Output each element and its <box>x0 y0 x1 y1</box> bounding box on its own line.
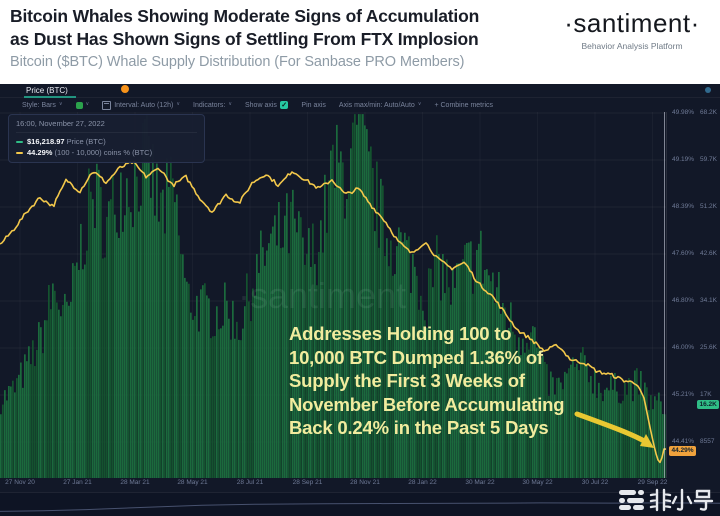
pin-axis-button[interactable]: Pin axis <box>301 101 326 109</box>
axis-tick-row: 47.60% 42.6K <box>667 250 720 257</box>
current-price-badge: 16.2K <box>697 399 720 410</box>
price-series-marker <box>16 140 23 143</box>
chevron-down-icon: ∨ <box>58 101 63 107</box>
tooltip-price-row: $16,218.97 Price (BTC) <box>16 137 197 146</box>
interval-dropdown[interactable]: Interval: Auto (12h) ∨ <box>102 100 181 110</box>
price-tick-label: 8557 <box>700 438 715 445</box>
site-watermark: 非小号 <box>618 487 716 513</box>
minimap-preview[interactable] <box>0 492 720 516</box>
bitcoin-icon <box>121 85 129 93</box>
brand-tagline: Behavior Analysis Platform <box>581 41 683 51</box>
date-tick-label: 28 Nov 21 <box>350 479 380 486</box>
annotation-arrow-icon <box>574 411 654 448</box>
pct-tick-label: 46.00% <box>672 344 695 351</box>
pct-tick-label: 47.60% <box>672 250 695 257</box>
date-tick-label: 28 Jan 22 <box>408 479 437 486</box>
price-tick-label: 68.2K <box>700 109 717 116</box>
annotation-line: Back 0.24% in the Past 5 Days <box>289 417 549 438</box>
axis-tick-row: 45.21% 17K <box>667 391 720 398</box>
feixiaohao-logo-icon <box>618 490 644 510</box>
chevron-down-icon: ∨ <box>417 101 422 107</box>
price-tick-label: 42.6K <box>700 250 717 257</box>
pct-tick-label: 45.21% <box>672 391 695 398</box>
right-axis[interactable]: 49.98% 68.2K 49.19% 59.7K 48.39% 51.2K 47.60% 4… <box>666 109 720 478</box>
calendar-icon <box>102 100 112 110</box>
pct-tick-label: 46.80% <box>672 297 695 304</box>
date-tick-label: 27 Jan 21 <box>63 479 92 486</box>
date-tick-label: 28 Sep 21 <box>292 479 323 486</box>
pct-tick-label: 48.39% <box>672 203 695 210</box>
tooltip-price-label: Price (BTC) <box>66 137 106 146</box>
date-tick-label: 30 May 22 <box>522 479 553 486</box>
price-tick-label: 25.6K <box>700 344 717 351</box>
axis-tick-row: 44.41% 8557 <box>667 438 720 445</box>
color-swatch-dropdown[interactable]: ∨ <box>75 101 90 109</box>
tooltip-supply-value: 44.29% <box>27 148 53 157</box>
chevron-down-icon: ∨ <box>228 101 232 107</box>
supply-series-marker <box>16 151 23 154</box>
whale-supply-line-series <box>0 160 666 464</box>
style-dropdown[interactable]: Style: Bars ∨ <box>22 101 63 109</box>
pct-tick-label: 44.41% <box>672 438 695 445</box>
pct-tick-label: 49.19% <box>672 156 695 163</box>
page-subtitle: Bitcoin ($BTC) Whale Supply Distribution… <box>10 54 465 70</box>
title-line-1: Bitcoin Whales Showing Moderate Signs of… <box>10 6 480 26</box>
date-tick-label: 28 Jul 21 <box>236 479 264 486</box>
santiment-chart-watermark: ·santiment <box>238 275 406 316</box>
tooltip-supply-row: 44.29% (100 - 10,000) coins % (BTC) <box>16 148 197 157</box>
minimap-line <box>0 502 720 512</box>
chevron-down-icon: ∨ <box>85 101 90 107</box>
active-tab-indicator <box>24 96 76 98</box>
date-tick-label: 27 Nov 20 <box>5 479 35 486</box>
combine-metrics-button[interactable]: + Combine metrics <box>434 101 494 109</box>
axis-tick-row: 49.98% 68.2K <box>667 109 720 116</box>
chart-toolbar: Style: Bars ∨ ∨ Interval: Auto (12h) ∨ Ind… <box>22 98 493 112</box>
current-supply-badge: 44.29% <box>669 446 697 456</box>
annotation-line: Supply the First 3 Weeks of <box>289 370 525 391</box>
date-tick-label: 30 Mar 22 <box>465 479 495 486</box>
pct-tick-label: 49.98% <box>672 109 695 116</box>
site-watermark-glyphs <box>649 488 714 512</box>
chart-tooltip: 16:00, November 27, 2022 $16,218.97 Pric… <box>8 114 205 163</box>
annotation-line: 10,000 BTC Dumped 1.36% of <box>289 346 543 368</box>
page-title: Bitcoin Whales Showing Moderate Signs of… <box>10 5 479 51</box>
date-tick-label: 28 Mar 21 <box>120 479 150 486</box>
annotation-text: Addresses Holding 100 to 10,000 BTC Dump… <box>289 322 594 440</box>
indicators-dropdown[interactable]: Indicators: ∨ <box>193 101 232 109</box>
chevron-down-icon: ∨ <box>176 101 181 107</box>
header: Bitcoin Whales Showing Moderate Signs of… <box>0 0 720 84</box>
axis-tick-row: 46.80% 34.1K <box>667 297 720 304</box>
tooltip-price-value: $16,218.97 <box>27 137 65 146</box>
brand-block: ·santiment· Behavior Analysis Platform <box>552 8 712 51</box>
tooltip-supply-label: (100 - 10,000) coins % (BTC) <box>54 148 153 157</box>
axis-maxmin-dropdown[interactable]: Axis max/min: Auto/Auto ∨ <box>338 101 422 109</box>
santiment-logo: ·santiment· <box>564 8 700 38</box>
green-swatch-icon <box>75 101 83 109</box>
price-tick-label: 17K <box>700 391 712 398</box>
chart-panel: Price (BTC) Style: Bars ∨ ∨ Interval: Aut… <box>0 84 720 516</box>
checkbox-checked-icon[interactable]: ✓ <box>279 100 289 110</box>
price-tick-label: 59.7K <box>700 156 717 163</box>
annotation-line: Addresses Holding 100 to <box>289 323 512 344</box>
title-line-2: as Dust Has Shown Signs of Settling From… <box>10 29 479 49</box>
date-axis: 27 Nov 20 27 Jan 21 28 Mar 21 28 May 21 28 J… <box>0 479 667 490</box>
date-tick-label: 30 Jul 22 <box>581 479 609 486</box>
date-tick-label: 29 Sep 22 <box>637 479 668 486</box>
axis-tick-row: 49.19% 59.7K <box>667 156 720 163</box>
metric-tabbar: Price (BTC) <box>0 84 720 98</box>
tab-price-btc[interactable]: Price (BTC) <box>26 86 68 95</box>
plot-svg[interactable]: ·santiment <box>0 112 666 478</box>
axis-tick-row: 48.39% 51.2K <box>667 203 720 210</box>
annotation-line: November Before Accumulating <box>289 393 565 415</box>
date-tick-label: 28 May 21 <box>177 479 208 486</box>
price-tick-label: 34.1K <box>700 297 717 304</box>
price-tick-label: 51.2K <box>700 203 717 210</box>
tooltip-datetime: 16:00, November 27, 2022 <box>16 119 197 133</box>
chart-options-icon[interactable] <box>705 87 711 93</box>
axis-tick-row: 46.00% 25.6K <box>667 344 720 351</box>
show-axis-toggle[interactable]: Show axis ✓ <box>245 100 289 110</box>
